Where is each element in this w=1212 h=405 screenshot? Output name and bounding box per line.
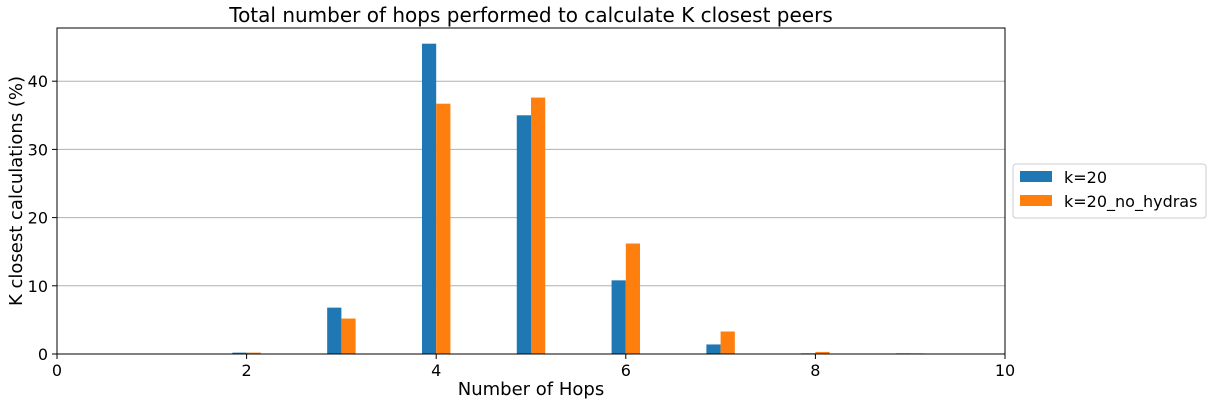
bar-k-20-hops-5 — [516, 115, 531, 354]
legend-box — [1012, 163, 1207, 219]
bar-k-20-hops-2 — [232, 352, 247, 354]
y-tick-label-10: 10 — [28, 277, 48, 296]
x-axis-label: Number of Hops — [458, 379, 604, 400]
legend-swatch-k20-no-hydras — [1020, 195, 1052, 206]
plot-frame — [56, 27, 1006, 355]
bar-k-20-no-hydras-hops-2 — [246, 352, 261, 354]
bar-k-20-no-hydras-hops-7 — [720, 331, 735, 354]
x-tick-label-8: 8 — [810, 361, 820, 380]
legend-label-k20: k=20 — [1064, 168, 1107, 187]
chart-title: Total number of hops performed to calcul… — [228, 3, 833, 27]
y-tick-label-40: 40 — [28, 72, 48, 91]
bar-k-20-hops-4 — [421, 43, 437, 355]
legend-swatch-k20 — [1020, 171, 1052, 182]
bar-k-20-hops-7 — [706, 344, 721, 354]
y-axis-label: K closest calculations (%) — [6, 76, 27, 306]
x-axis-ticks: 0 2 4 6 8 10 — [52, 354, 1015, 380]
bar-k-20-no-hydras-hops-5 — [531, 97, 546, 354]
y-tick-label-20: 20 — [28, 209, 48, 228]
y-axis-ticks: 0 10 20 30 40 — [28, 72, 57, 364]
x-tick-label-0: 0 — [52, 361, 62, 380]
y-tick-label-30: 30 — [28, 140, 48, 159]
bar-k-20-hops-3 — [327, 307, 342, 354]
bars — [232, 43, 925, 355]
x-tick-label-10: 10 — [995, 361, 1015, 380]
legend-label-k20-no-hydras: k=20_no_hydras — [1064, 192, 1197, 212]
bar-k-20-hops-6 — [611, 280, 626, 354]
bar-k-20-no-hydras-hops-8 — [815, 351, 830, 354]
x-tick-label-4: 4 — [431, 361, 441, 380]
y-tick-label-0: 0 — [38, 345, 48, 364]
bar-k-20-no-hydras-hops-4 — [436, 103, 451, 354]
bar-k-20-no-hydras-hops-6 — [625, 243, 641, 354]
legend: k=20 k=20_no_hydras — [1012, 163, 1207, 219]
bar-k-20-no-hydras-hops-3 — [341, 318, 356, 354]
x-tick-label-6: 6 — [621, 361, 631, 380]
x-tick-label-2: 2 — [242, 361, 252, 380]
